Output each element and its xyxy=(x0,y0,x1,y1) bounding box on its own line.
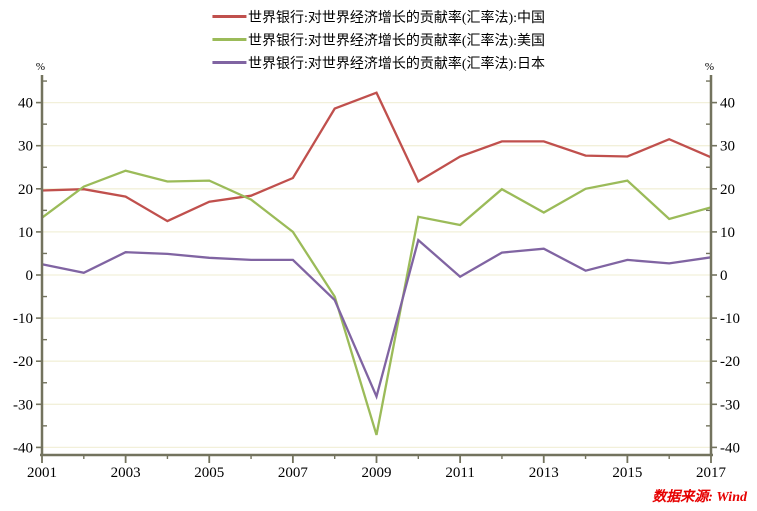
y-axis-tick-label-left: 40 xyxy=(18,96,33,112)
y-axis-tick-label-left: 0 xyxy=(26,268,34,284)
y-axis-tick-label-left: 30 xyxy=(18,139,33,155)
legend-label-usa: 世界银行:对世界经济增长的贡献率(汇率法):美国 xyxy=(247,33,546,49)
y-axis-tick-label-left: -10 xyxy=(13,311,33,327)
x-axis-tick-label: 2005 xyxy=(194,465,224,481)
y-axis-tick-label-right: -10 xyxy=(720,311,740,327)
legend-line-swatch-china xyxy=(211,15,246,18)
legend-item-china: 世界银行:对世界经济增长的贡献率(汇率法):中国 xyxy=(211,7,546,26)
y-axis-tick-label-right: 0 xyxy=(720,268,728,284)
y-axis-tick-label-left: 10 xyxy=(18,225,33,241)
chart-legend: 世界银行:对世界经济增长的贡献率(汇率法):中国 世界银行:对世界经济增长的贡献… xyxy=(211,7,546,72)
x-axis-tick-label: 2003 xyxy=(111,465,141,481)
y-axis-tick-label-right: 10 xyxy=(720,225,735,241)
legend-line-swatch-japan xyxy=(211,61,246,64)
y-axis-tick-label-left: 20 xyxy=(18,182,33,198)
y-axis-tick-label-right: 20 xyxy=(720,182,735,198)
y-axis-unit-left: % xyxy=(36,61,45,73)
x-axis-tick-label: 2017 xyxy=(696,465,727,481)
legend-item-usa: 世界银行:对世界经济增长的贡献率(汇率法):美国 xyxy=(211,30,546,49)
y-axis-unit-right: % xyxy=(705,61,714,73)
legend-label-japan: 世界银行:对世界经济增长的贡献率(汇率法):日本 xyxy=(247,56,546,72)
x-axis-tick-label: 2009 xyxy=(362,465,392,481)
legend-item-japan: 世界银行:对世界经济增长的贡献率(汇率法):日本 xyxy=(211,53,546,72)
series-line-japan xyxy=(41,238,712,400)
x-axis-tick-label: 2011 xyxy=(445,465,474,481)
series-line-usa xyxy=(41,169,712,436)
y-axis-tick-label-left: -30 xyxy=(13,397,33,413)
y-axis-tick-label-left: -20 xyxy=(13,354,33,370)
x-axis-tick-label: 2013 xyxy=(529,465,559,481)
x-axis-tick-label: 2007 xyxy=(278,465,309,481)
x-axis-tick-label: 2015 xyxy=(612,465,642,481)
y-axis-tick-label-left: -40 xyxy=(13,440,33,456)
y-axis-tick-label-right: 30 xyxy=(720,139,735,155)
legend-line-swatch-usa xyxy=(211,38,246,41)
y-axis-tick-label-right: 40 xyxy=(720,96,735,112)
legend-label-china: 世界银行:对世界经济增长的贡献率(汇率法):中国 xyxy=(247,10,546,26)
y-axis-tick-label-right: -40 xyxy=(720,440,740,456)
source-note: 数据来源: Wind xyxy=(652,490,747,505)
y-axis-tick-label-right: -20 xyxy=(720,354,740,370)
series-line-china xyxy=(41,91,712,223)
y-axis-tick-label-right: -30 xyxy=(720,397,740,413)
x-axis-tick-label: 2001 xyxy=(27,465,57,481)
